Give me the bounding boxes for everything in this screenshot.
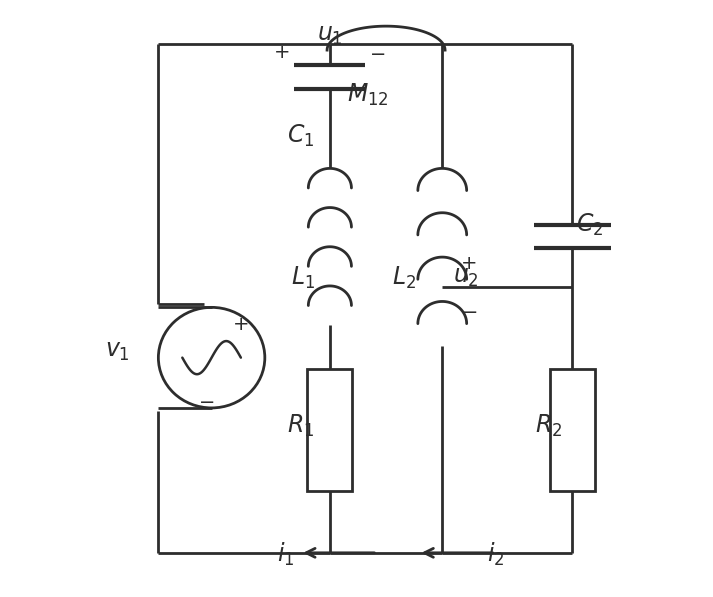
Text: $R_1$: $R_1$	[287, 413, 314, 439]
Text: +: +	[275, 43, 291, 62]
Text: $R_2$: $R_2$	[535, 413, 563, 439]
Bar	[307, 370, 352, 491]
Text: $M_{12}$: $M_{12}$	[347, 81, 389, 107]
Bar	[550, 370, 595, 491]
Text: $i_1$: $i_1$	[277, 540, 294, 568]
Text: $i_2$: $i_2$	[487, 540, 504, 568]
Text: $u_1$: $u_1$	[317, 24, 343, 47]
Text: $L_2$: $L_2$	[392, 264, 416, 291]
Text: $C_2$: $C_2$	[576, 211, 604, 238]
Text: $v_1$: $v_1$	[105, 340, 129, 363]
Text: +: +	[232, 315, 249, 334]
Text: $L_1$: $L_1$	[291, 264, 315, 291]
Text: $-$: $-$	[369, 43, 385, 62]
Text: $C_1$: $C_1$	[287, 123, 314, 149]
Text: $u_2$: $u_2$	[453, 266, 479, 290]
Text: +: +	[461, 254, 477, 272]
Text: $-$: $-$	[198, 391, 215, 410]
Text: $-$: $-$	[461, 301, 477, 320]
